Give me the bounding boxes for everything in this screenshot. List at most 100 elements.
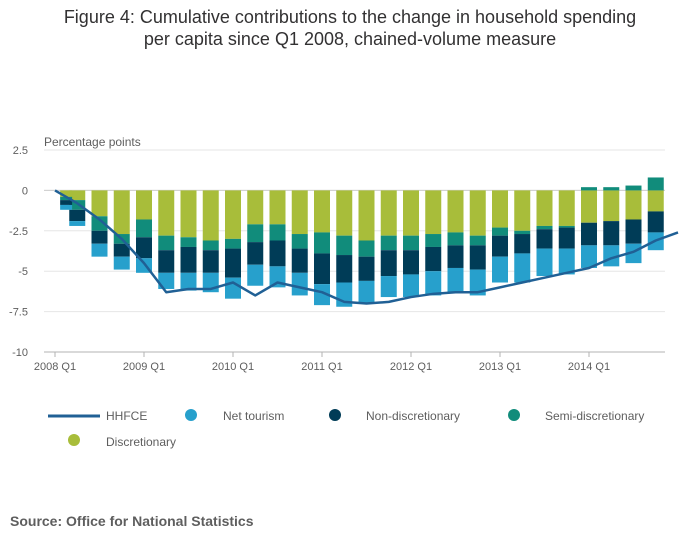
bar-discretionary xyxy=(69,190,86,201)
x-tick-label: 2008 Q1 xyxy=(34,361,76,373)
bar-net-tourism xyxy=(447,267,464,293)
bar-discretionary xyxy=(469,190,486,236)
bar-discretionary xyxy=(625,190,642,220)
bar-discretionary xyxy=(603,190,620,222)
bar-discretionary xyxy=(581,190,597,223)
bar-discretionary xyxy=(91,190,108,217)
bar-semi-discretionary xyxy=(336,235,353,256)
bar-non-discretionary xyxy=(558,227,575,249)
x-tick-label: 2011 Q1 xyxy=(301,361,342,373)
bar-discretionary xyxy=(336,190,353,236)
bar-net-tourism xyxy=(247,264,264,286)
bar-non-discretionary xyxy=(269,240,286,267)
bar-semi-discretionary xyxy=(136,219,152,238)
bar-net-tourism xyxy=(60,204,73,210)
bar-non-discretionary xyxy=(291,248,308,273)
bar-discretionary xyxy=(514,190,531,231)
y-tick-label: -5 xyxy=(18,266,28,278)
bar-discretionary xyxy=(492,190,508,228)
bar-non-discretionary xyxy=(514,234,531,254)
bar-semi-discretionary xyxy=(158,235,175,251)
bar-net-tourism xyxy=(581,245,597,268)
bar-discretionary xyxy=(158,190,175,236)
bar-non-discretionary xyxy=(202,250,219,273)
bar-net-tourism xyxy=(403,274,419,298)
y-tick-label: -7.5 xyxy=(9,307,28,319)
bar-semi-discretionary xyxy=(202,240,219,251)
bar-non-discretionary xyxy=(158,250,175,273)
bar-non-discretionary xyxy=(60,200,73,205)
bar-non-discretionary xyxy=(225,248,241,278)
bar-discretionary xyxy=(358,190,375,241)
y-tick-label: -2.5 xyxy=(9,226,28,238)
bar-discretionary xyxy=(558,190,575,226)
bar-non-discretionary xyxy=(603,221,620,246)
bar-non-discretionary xyxy=(647,211,664,233)
y-tick-label: 2.5 xyxy=(13,145,28,157)
bar-discretionary xyxy=(447,190,464,233)
bar-non-discretionary xyxy=(113,243,130,257)
bar-net-tourism xyxy=(380,276,397,298)
bar-semi-discretionary xyxy=(492,227,508,236)
x-tick-label: 2012 Q1 xyxy=(390,361,432,373)
bar-semi-discretionary xyxy=(581,187,597,191)
bar-non-discretionary xyxy=(69,209,86,222)
bar-semi-discretionary xyxy=(425,234,442,247)
bar-semi-discretionary xyxy=(225,238,241,249)
bar-non-discretionary xyxy=(469,245,486,270)
bar-net-tourism xyxy=(492,256,508,283)
bar-non-discretionary xyxy=(380,250,397,277)
bar-net-tourism xyxy=(113,256,130,270)
bar-non-discretionary xyxy=(492,235,508,257)
chart-title-line-1: Figure 4: Cumulative contributions to th… xyxy=(63,7,637,27)
bar-net-tourism xyxy=(536,248,553,277)
bar-non-discretionary xyxy=(625,219,642,244)
bar-non-discretionary xyxy=(447,245,464,268)
bar-semi-discretionary xyxy=(180,237,197,247)
bar-discretionary xyxy=(60,190,73,197)
y-tick-label: -10 xyxy=(12,347,28,359)
x-tick-label: 2014 Q1 xyxy=(568,361,610,373)
chart-title-line-2: per capita since Q1 2008, chained-volume… xyxy=(143,29,557,49)
bar-discretionary xyxy=(269,190,286,225)
bar-semi-discretionary xyxy=(603,187,620,191)
bar-discretionary xyxy=(291,190,308,235)
x-tick-label: 2010 Q1 xyxy=(212,361,254,373)
bar-discretionary xyxy=(403,190,419,236)
bar-non-discretionary xyxy=(91,230,108,244)
bar-semi-discretionary xyxy=(469,235,486,246)
bar-semi-discretionary xyxy=(60,196,73,201)
legend-symbol-semi-discretionary xyxy=(508,409,520,421)
bar-semi-discretionary xyxy=(247,224,264,243)
bar-non-discretionary xyxy=(136,237,152,259)
bar-non-discretionary xyxy=(536,229,553,249)
x-tick-label: 2009 Q1 xyxy=(123,361,165,373)
bar-net-tourism xyxy=(69,221,86,226)
bar-non-discretionary xyxy=(336,255,353,283)
bar-discretionary xyxy=(536,190,553,226)
bar-net-tourism xyxy=(425,271,442,296)
bar-semi-discretionary xyxy=(447,232,464,246)
bar-discretionary xyxy=(247,190,264,225)
bar-semi-discretionary xyxy=(536,225,553,230)
bar-semi-discretionary xyxy=(514,230,531,235)
bar-net-tourism xyxy=(180,272,197,291)
bar-discretionary xyxy=(113,190,130,235)
bar-semi-discretionary xyxy=(558,225,575,228)
bar-discretionary xyxy=(136,190,152,220)
bar-discretionary xyxy=(647,190,664,212)
legend-symbol-net-tourism xyxy=(185,409,197,421)
bar-semi-discretionary xyxy=(91,216,108,231)
bar-non-discretionary xyxy=(425,246,442,272)
bar-semi-discretionary xyxy=(269,224,286,241)
chart-title: Figure 4: Cumulative contributions to th… xyxy=(0,6,700,50)
bar-net-tourism xyxy=(558,248,575,275)
legend-symbol-discretionary xyxy=(68,434,80,446)
bar-net-tourism xyxy=(469,269,486,296)
bar-net-tourism xyxy=(91,243,108,257)
bar-net-tourism xyxy=(225,277,241,299)
bar-non-discretionary xyxy=(247,242,264,265)
y-axis-label: Percentage points xyxy=(44,135,141,149)
bar-non-discretionary xyxy=(180,246,197,273)
